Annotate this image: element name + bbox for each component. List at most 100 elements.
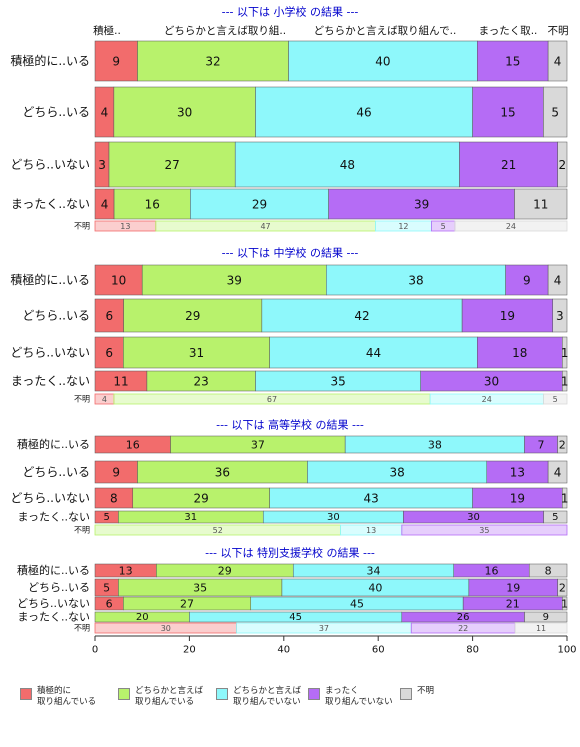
x-tick-label: 80 (466, 645, 479, 656)
bar-segment-label: 1 (561, 492, 569, 506)
bar-segment (234, 141, 460, 188)
bar-segment-label: 19 (510, 492, 525, 506)
bar-segment-label: 23 (194, 375, 209, 389)
bar-segment (562, 370, 568, 392)
bar-segment-label: 30 (467, 512, 480, 523)
unknown-segment-label: 35 (479, 526, 489, 535)
bar-segment (137, 40, 289, 82)
bar-segment-label: 9 (112, 55, 120, 69)
bar-segment-label: 21 (501, 158, 516, 172)
bar-segment (255, 86, 473, 138)
bar-segment-label: 4 (554, 274, 562, 288)
row-label: 不明 (74, 222, 90, 231)
bar-segment-label: 39 (414, 198, 429, 212)
bar-segment-label: 5 (103, 582, 110, 595)
column-header: 積極.. (93, 24, 121, 37)
bar-segment (524, 611, 568, 623)
x-tick-label: 20 (183, 645, 196, 656)
bar-segment-label: 18 (512, 346, 527, 360)
panel-title: --- 以下は 特別支援学校 の結果 --- (205, 546, 375, 560)
bar-segment (547, 40, 568, 82)
bar-segment (557, 578, 568, 597)
unknown-segment-label: 13 (120, 222, 130, 231)
bar-segment-label: 21 (506, 598, 520, 611)
column-header: どちらかと言えば取り組.. (164, 24, 286, 37)
bar-segment-label: 37 (251, 439, 265, 452)
bar-segment (557, 141, 568, 188)
bar-segment (547, 460, 568, 484)
x-tick-label: 40 (277, 645, 290, 656)
bar-segment (557, 435, 568, 454)
bar-segment-label: 44 (366, 346, 381, 360)
bar-segment-label: 19 (506, 582, 520, 595)
bar-segment-label: 1 (561, 598, 568, 611)
panel-title: --- 以下は 高等学校 の結果 --- (216, 418, 364, 432)
bar-segment (108, 141, 236, 188)
bar-segment-label: 15 (505, 55, 520, 69)
bar-segment-label: 26 (457, 612, 470, 623)
row-label: 積極的に..いる (17, 437, 90, 451)
bar-segment (514, 188, 568, 220)
bar-segment (528, 563, 568, 578)
bar-segment-label: 16 (145, 198, 160, 212)
bar-segment (326, 264, 506, 296)
bar-segment (328, 188, 515, 220)
bar-segment (113, 86, 256, 138)
row-label: どちら..いない (10, 491, 90, 505)
unknown-segment (514, 622, 568, 634)
row-label: どちら..いない (10, 346, 90, 360)
bar-segment-label: 4 (101, 106, 109, 120)
bar-segment (543, 510, 568, 524)
unknown-segment-label: 30 (161, 624, 171, 633)
bar-segment-label: 16 (484, 565, 498, 578)
x-tick-label: 100 (557, 645, 576, 656)
bar-segment-label: 11 (533, 198, 548, 212)
row-label: 不明 (74, 624, 90, 633)
bar-segment-label: 35 (193, 582, 207, 595)
legend-label: どちらかと言えば 取り組んでいない (233, 686, 302, 707)
bar-segment-label: 30 (177, 106, 192, 120)
bar-segment-label: 7 (538, 439, 545, 452)
bar-segment-label: 1 (561, 346, 569, 360)
bar-segment-label: 34 (366, 565, 380, 578)
bar-segment-label: 10 (111, 274, 126, 288)
bar-segment-label: 4 (554, 466, 562, 480)
legend-swatch (118, 688, 130, 700)
bar-segment-label: 6 (105, 309, 113, 323)
bar-segment-label: 31 (184, 512, 197, 523)
bar-segment (288, 40, 478, 82)
legend-label: 不明 (417, 686, 435, 696)
bar-segment-label: 3 (556, 309, 564, 323)
legend-label: どちらかと言えば 取り組んでいる (135, 686, 204, 707)
bar-segment (123, 336, 270, 369)
bar-segment-label: 11 (113, 375, 128, 389)
bar-segment (94, 336, 124, 369)
row-label: どちら..いる (22, 309, 90, 323)
unknown-segment-label: 24 (506, 222, 516, 231)
bar-segment (477, 40, 549, 82)
bar-segment-label: 38 (428, 439, 442, 452)
unknown-segment-label: 4 (102, 395, 107, 404)
bar-segment (543, 86, 568, 138)
bar-segment-label: 29 (185, 309, 200, 323)
x-tick-label: 60 (372, 645, 385, 656)
unknown-segment-label: 5 (553, 395, 558, 404)
unknown-segment-label: 67 (267, 395, 277, 404)
row-label: まったく..ない (17, 611, 90, 624)
bar-segment (477, 336, 563, 369)
bar-segment (94, 264, 143, 296)
bar-segment-label: 2 (559, 582, 566, 595)
row-label: 積極的に..いる (10, 272, 90, 287)
bar-segment (547, 264, 568, 296)
legend-swatch (400, 688, 412, 700)
legend-item: 積極的に 取り組んでいる (20, 686, 96, 708)
bar-segment-label: 31 (189, 346, 204, 360)
row-label: 不明 (74, 526, 90, 535)
column-header: どちらかと言えば取り組んで.. (314, 24, 457, 37)
row-label: どちら..いない (10, 158, 90, 172)
bar-segment (141, 264, 327, 296)
bar-segment-label: 5 (103, 512, 109, 523)
legend-item: まったく 取り組んでいない (308, 686, 393, 708)
row-label: まったく..ない (11, 197, 90, 211)
bar-segment-label: 3 (98, 158, 106, 172)
